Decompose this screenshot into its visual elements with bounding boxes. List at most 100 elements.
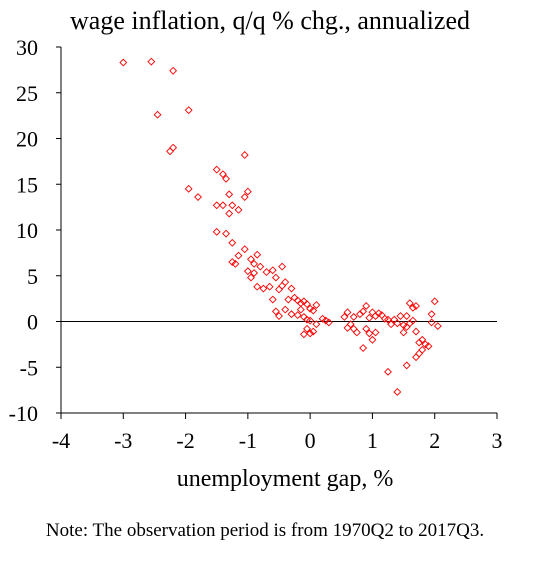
data-point — [259, 284, 268, 293]
data-point — [212, 227, 221, 236]
data-point — [228, 238, 237, 247]
data-point — [405, 299, 414, 308]
y-tick-label: 5 — [27, 264, 38, 289]
y-ticks: 30 25 20 15 10 5 0 -5 -10 — [9, 35, 61, 426]
data-point — [349, 312, 358, 321]
data-point — [293, 311, 302, 320]
data-point — [222, 229, 230, 238]
data-point — [393, 388, 402, 396]
data-point — [362, 302, 371, 310]
chart-title: wage inflation, q/q % chg., annualized — [70, 6, 470, 35]
data-point — [312, 320, 321, 329]
x-tick-label: -2 — [176, 428, 194, 453]
data-point — [427, 310, 436, 319]
data-point — [212, 201, 221, 210]
data-point — [399, 328, 408, 337]
data-point — [412, 327, 420, 336]
x-tick-label: -1 — [239, 428, 257, 453]
data-point — [365, 313, 374, 322]
data-point — [303, 300, 311, 309]
data-point — [387, 320, 396, 329]
data-point — [247, 255, 255, 264]
data-point — [427, 318, 436, 327]
data-point — [352, 328, 361, 337]
y-tick-label: 20 — [16, 127, 38, 152]
data-point — [343, 323, 352, 332]
data-point — [303, 324, 311, 333]
data-point — [275, 285, 283, 294]
data-point — [359, 344, 368, 352]
data-point — [169, 143, 178, 152]
data-point — [250, 269, 259, 277]
data-point — [408, 316, 417, 325]
data-point — [243, 187, 252, 196]
data-point — [219, 201, 227, 210]
data-point — [312, 301, 321, 309]
data-point — [184, 106, 193, 115]
data-point — [433, 322, 442, 331]
data-point — [231, 259, 240, 268]
data-point — [225, 209, 234, 218]
data-point — [356, 310, 364, 319]
data-point — [225, 190, 234, 199]
data-point — [287, 284, 296, 293]
x-ticks: -4 -3 -2 -1 0 1 2 3 — [52, 413, 503, 453]
data-point — [415, 349, 424, 358]
y-tick-label: -10 — [9, 401, 38, 426]
data-point — [281, 305, 290, 314]
data-point — [234, 205, 243, 214]
data-point — [240, 193, 249, 201]
x-tick-label: -3 — [114, 428, 132, 453]
data-point — [256, 262, 265, 271]
data-point — [278, 262, 287, 271]
data-point — [253, 250, 262, 259]
data-point — [268, 266, 277, 275]
data-point — [359, 307, 368, 316]
data-point — [365, 329, 374, 338]
data-point — [393, 319, 402, 328]
data-point — [424, 342, 433, 351]
x-tick-label: -4 — [52, 428, 70, 453]
x-tick-label: 2 — [429, 428, 440, 453]
data-point — [412, 302, 420, 310]
y-tick-label: 15 — [16, 172, 38, 197]
data-point — [405, 319, 414, 328]
data-point — [309, 306, 318, 315]
data-point — [147, 57, 156, 66]
data-point — [340, 312, 349, 321]
axes — [60, 47, 497, 414]
data-point — [153, 110, 162, 119]
data-point — [306, 316, 315, 325]
x-tick-label: 3 — [492, 428, 503, 453]
data-point — [368, 308, 377, 317]
y-tick-label: 0 — [27, 310, 38, 335]
data-point — [228, 201, 237, 210]
data-point — [362, 324, 371, 333]
data-point — [275, 312, 283, 320]
data-point — [299, 330, 308, 339]
data-point — [371, 328, 380, 337]
x-tick-label: 1 — [367, 428, 378, 453]
data-point — [240, 245, 249, 254]
y-tick-label: 10 — [16, 218, 38, 243]
data-point — [284, 295, 293, 304]
data-point — [324, 318, 333, 327]
data-point — [169, 66, 178, 75]
footnote: Note: The observation period is from 197… — [46, 520, 484, 541]
data-point — [402, 361, 411, 370]
data-point — [247, 273, 255, 282]
data-point — [306, 329, 315, 338]
data-point — [212, 165, 221, 174]
data-point — [219, 170, 227, 179]
data-point — [296, 305, 305, 314]
x-axis-label: unemployment gap, % — [177, 466, 394, 492]
data-point — [234, 251, 243, 260]
data-point — [418, 335, 427, 344]
data-point — [408, 303, 417, 312]
data-points — [119, 57, 442, 396]
data-point — [371, 312, 380, 320]
data-point — [240, 151, 249, 159]
data-point — [119, 58, 128, 67]
data-point — [430, 297, 439, 306]
